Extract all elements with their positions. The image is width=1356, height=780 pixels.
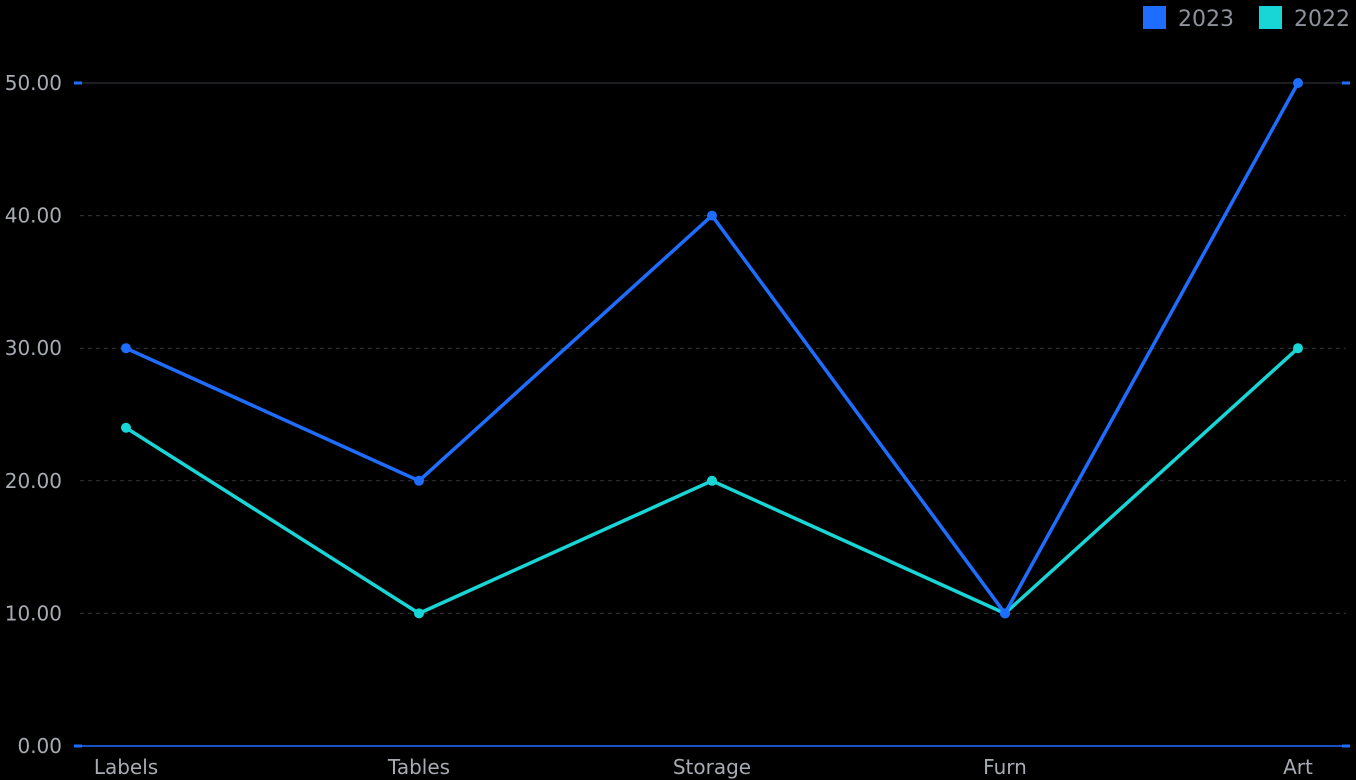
legend[interactable]: 2023 2022: [1143, 6, 1350, 32]
legend-label-2023[interactable]: 2023: [1178, 7, 1234, 32]
x-tick-label: Art: [1283, 755, 1313, 779]
y-tick-label: 20.00: [5, 469, 62, 493]
data-point-2022[interactable]: [414, 608, 424, 619]
x-tick-label: Tables: [387, 755, 450, 779]
x-axis-tick-labels: Labels Tables Storage Furn Art: [94, 755, 1313, 779]
x-tick-label: Storage: [673, 755, 751, 779]
y-tick-label: 10.00: [5, 601, 62, 625]
data-point-2022[interactable]: [707, 475, 717, 486]
data-point-2023[interactable]: [707, 210, 717, 221]
data-point-2023[interactable]: [1000, 608, 1010, 619]
data-point-2023[interactable]: [1293, 78, 1303, 88]
data-point-2022[interactable]: [1293, 343, 1303, 354]
y-tick-label: 40.00: [5, 204, 62, 228]
y-tick-label: 50.00: [5, 71, 62, 95]
x-tick-label: Furn: [983, 755, 1027, 779]
legend-swatch-2023[interactable]: [1143, 6, 1166, 29]
legend-swatch-2022[interactable]: [1259, 6, 1282, 29]
y-tick-label: 0.00: [17, 734, 62, 758]
series-group: [121, 78, 1303, 619]
axes: [74, 81, 1350, 748]
y-tick-label: 30.00: [5, 336, 62, 360]
legend-label-2022[interactable]: 2022: [1294, 7, 1350, 32]
x-tick-label: Labels: [94, 755, 158, 779]
y-axis-tick-labels: 0.00 10.00 20.00 30.00 40.00 50.00: [5, 71, 62, 758]
data-point-2023[interactable]: [121, 343, 131, 354]
data-point-2022[interactable]: [121, 422, 131, 433]
data-point-2023[interactable]: [414, 475, 424, 486]
